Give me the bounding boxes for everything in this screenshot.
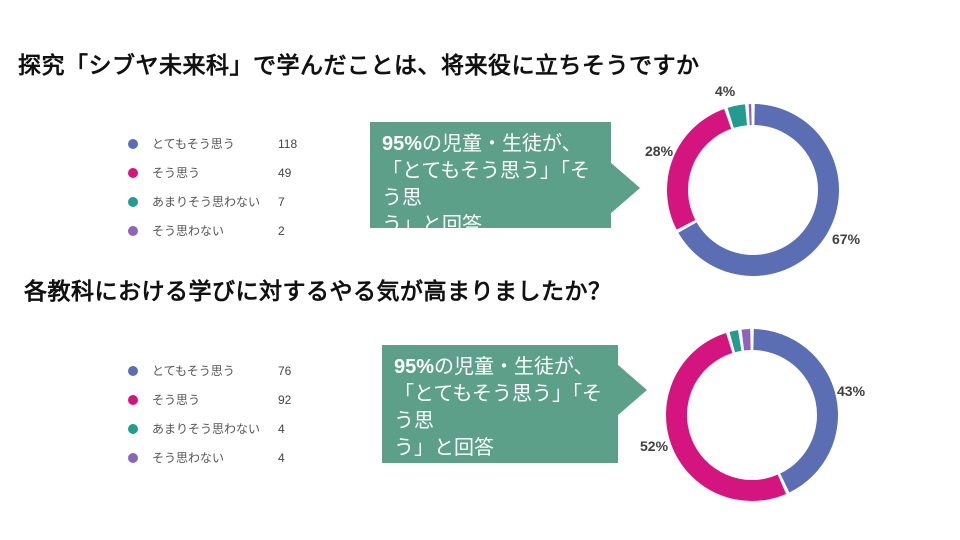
legend-label: あまりそう思わない xyxy=(152,422,261,436)
pct-label: 28% xyxy=(645,143,674,159)
legend-row: あまりそう思わない 4 xyxy=(128,414,318,443)
legend-value: 7 xyxy=(278,194,285,209)
section2-title: 各教科における学びに対するやる気が高まりましたか？ xyxy=(24,278,612,304)
legend-dot-icon xyxy=(128,167,138,178)
callout-text: 95%の児童・生徒が、 「とてもそう思う」「そう思 う」と回答 xyxy=(382,133,590,236)
legend-value: 4 xyxy=(278,421,285,436)
pct-label: 4% xyxy=(715,83,736,99)
legend-row: そう思う 49 xyxy=(128,158,318,187)
legend-value: 2 xyxy=(278,223,285,238)
legend-row: そう思わない 2 xyxy=(128,216,318,245)
legend-row: あまりそう思わない 7 xyxy=(128,187,318,216)
legend-label: とてもそう思う xyxy=(152,137,235,151)
legend-row: とてもそう思う 76 xyxy=(128,356,318,385)
legend-row: とてもそう思う 118 xyxy=(128,129,318,158)
callout-text: 95%の児童・生徒が、 「とてもそう思う」「そう思 う」と回答 xyxy=(394,356,602,459)
pct-label: 52% xyxy=(640,438,669,454)
legend-row: そう思わない 4 xyxy=(128,443,318,472)
legend-dot-icon xyxy=(128,138,138,149)
legend-dot-icon xyxy=(128,423,138,434)
callout-bubble-1: 95%の児童・生徒が、 「とてもそう思う」「そう思 う」と回答 xyxy=(370,122,640,236)
donut-chart-1 xyxy=(666,104,839,277)
chart1-legend: とてもそう思う 118 そう思う 49 あまりそう思わない 7 そう思わない 2 xyxy=(128,129,318,245)
legend-value: 92 xyxy=(278,392,292,407)
pct-label: 67% xyxy=(832,231,861,247)
callout-arrow-right-icon xyxy=(610,162,640,214)
callout-bubble-2: 95%の児童・生徒が、 「とてもそう思う」「そう思 う」と回答 xyxy=(382,345,647,463)
legend-row: そう思う 92 xyxy=(128,385,318,414)
legend-dot-icon xyxy=(128,196,138,207)
section1-title: 探究「シブヤ未来科」で学んだことは、将来役に立ちそうですか xyxy=(18,52,700,78)
legend-dot-icon xyxy=(128,365,138,376)
chart2-legend: とてもそう思う 76 そう思う 92 あまりそう思わない 4 そう思わない 4 xyxy=(128,356,318,472)
legend-value: 118 xyxy=(278,136,298,151)
callout-arrow-right-icon xyxy=(617,364,647,416)
legend-label: そう思う xyxy=(152,393,201,407)
legend-value: 49 xyxy=(278,165,292,180)
legend-label: そう思う xyxy=(152,166,201,180)
legend-label: そう思わない xyxy=(152,451,225,465)
legend-value: 4 xyxy=(278,450,285,465)
legend-dot-icon xyxy=(128,452,138,463)
legend-dot-icon xyxy=(128,225,138,236)
legend-value: 76 xyxy=(278,363,292,378)
legend-label: とてもそう思う xyxy=(152,364,235,378)
donut-chart-2 xyxy=(665,329,838,502)
legend-label: そう思わない xyxy=(152,224,225,238)
pct-label: 43% xyxy=(837,383,866,399)
legend-dot-icon xyxy=(128,394,138,405)
legend-label: あまりそう思わない xyxy=(152,195,261,209)
